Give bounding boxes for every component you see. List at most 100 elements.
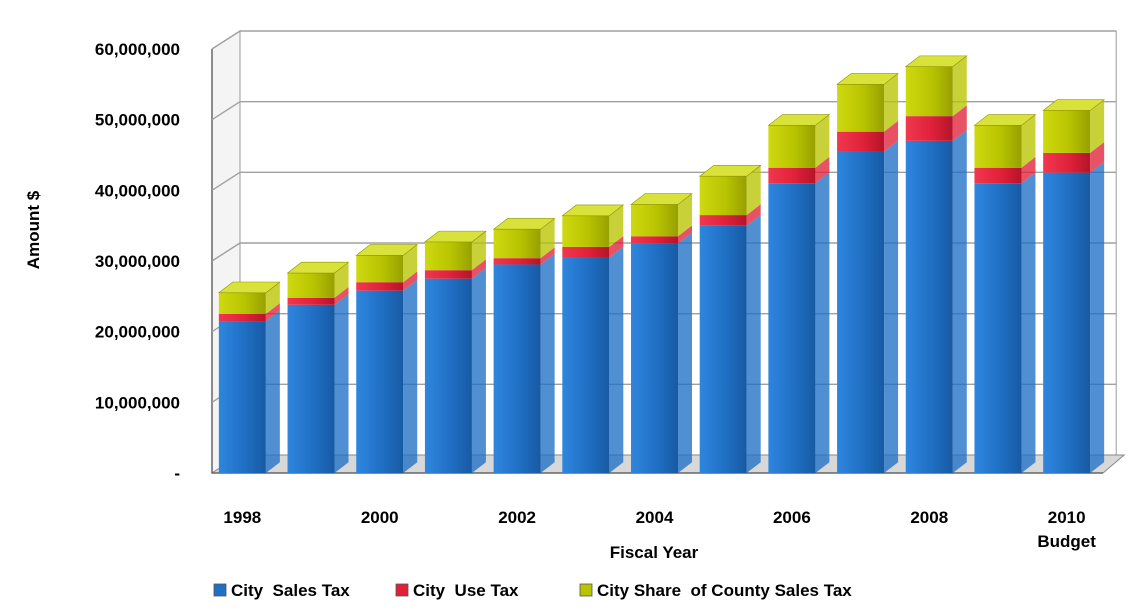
bar-top-face [355, 244, 419, 256]
bar-2003-city-use-tax [562, 236, 624, 258]
bar-2007-city-use-tax [837, 120, 899, 152]
bar-2004-city-share-of-county-sales-tax [630, 193, 693, 237]
bar-side-face [952, 105, 967, 141]
bar-front-face [837, 131, 885, 152]
y-tick-label: 60,000,000 [95, 40, 180, 59]
bar-top-face [698, 165, 762, 177]
x-axis-label: Fiscal Year [610, 543, 699, 562]
bar-front-face [905, 140, 953, 473]
gridline [211, 30, 1117, 50]
bar-2002-city-sales-tax [493, 253, 555, 473]
legend-swatch [579, 583, 593, 597]
x-tick-label: 2010 [1048, 508, 1086, 527]
bar-side-face [952, 130, 967, 474]
bar-2003-city-sales-tax [562, 246, 624, 473]
legend-label: City Share of County Sales Tax [597, 581, 852, 600]
bar-front-face [837, 84, 885, 132]
bar-2006-city-use-tax [768, 156, 830, 184]
x-tick-label: 2008 [910, 508, 948, 527]
bar-front-face [974, 183, 1022, 473]
legend: City Sales Tax City Use Tax City Share of … [213, 581, 852, 600]
bar-1999-city-use-tax [287, 286, 349, 305]
bar-2010-city-use-tax [1043, 142, 1105, 173]
bar-front-face [218, 314, 266, 322]
y-tick-label: 20,000,000 [95, 323, 180, 342]
bar-side-face [540, 253, 555, 473]
bar-top-face [217, 281, 281, 294]
bar-2009-city-share-of-county-sales-tax [973, 114, 1037, 168]
bar-side-face [815, 156, 830, 184]
bar-side-face [815, 114, 830, 168]
bar-front-face [699, 215, 747, 226]
bar-1999-city-share-of-county-sales-tax [286, 261, 350, 298]
bar-side-face [678, 193, 692, 237]
y-tick-label: 40,000,000 [95, 181, 180, 200]
bar-side-face [678, 225, 692, 244]
bar-2008-city-use-tax [905, 105, 967, 141]
bar-front-face [287, 273, 335, 298]
bar-side-face [334, 286, 349, 305]
x-tick-label: 2000 [361, 508, 399, 527]
bar-2006-city-share-of-county-sales-tax [767, 114, 831, 168]
bar-2009-city-sales-tax [974, 172, 1036, 473]
bar-side-face [265, 310, 280, 473]
x-tick-label: 1998 [223, 508, 261, 527]
bar-stack-1998 [217, 281, 281, 473]
bar-1998-city-share-of-county-sales-tax [217, 281, 281, 314]
bar-front-face [356, 282, 404, 291]
x-tick-label: 2004 [636, 508, 674, 527]
bar-side-face [403, 271, 418, 291]
bar-top-face [424, 230, 487, 243]
bar-side-face [334, 262, 349, 298]
bar-front-face [699, 225, 747, 473]
bar-side-face [471, 267, 486, 473]
bar-front-face [768, 125, 816, 168]
bar-2008-city-sales-tax [905, 130, 967, 474]
y-tick-label: - [174, 464, 180, 483]
bar-front-face [768, 167, 816, 184]
bar-front-face [424, 270, 472, 279]
bar-side-face [884, 120, 899, 152]
bar-2007-city-share-of-county-sales-tax [836, 73, 899, 132]
bar-2003-city-share-of-county-sales-tax [561, 204, 625, 247]
bar-front-face [562, 257, 610, 473]
bar-stack-2001 [424, 230, 487, 473]
bar-side-face [1090, 142, 1105, 173]
bar-2004-city-sales-tax [631, 232, 692, 473]
bar-side-face [884, 140, 899, 473]
bar-side-face [815, 172, 830, 473]
bar-side-face [471, 259, 486, 279]
bar-2000-city-sales-tax [356, 279, 418, 473]
bar-side-face [540, 218, 555, 259]
legend-label: City Sales Tax [231, 581, 350, 600]
bar-top-face [767, 114, 831, 126]
x-tick-label: 2002 [498, 508, 536, 527]
y-tick-label: 30,000,000 [95, 252, 180, 271]
bar-2000-city-share-of-county-sales-tax [355, 244, 419, 283]
bar-side-face [884, 73, 899, 132]
bar-front-face [424, 278, 472, 473]
bar-2004-city-use-tax [631, 225, 692, 244]
bar-side-face [1090, 99, 1105, 153]
bar-2001-city-sales-tax [424, 267, 486, 473]
bar-front-face [1043, 152, 1091, 173]
bar-stack-2007 [836, 73, 899, 473]
bar-2010-city-sales-tax [1043, 161, 1105, 473]
bar-2008-city-share-of-county-sales-tax [904, 55, 968, 117]
bar-2002-city-use-tax [493, 247, 555, 265]
bar-2001-city-use-tax [424, 259, 486, 279]
y-tick-label: 50,000,000 [95, 111, 180, 130]
bar-2000-city-use-tax [356, 271, 418, 291]
bar-front-face [356, 255, 404, 283]
bar-side-face [609, 204, 624, 247]
x-axis-ticks: 1998 2000 2002 2004 2006 2008 2010 Budget [223, 508, 1096, 551]
bar-1998-city-sales-tax [218, 310, 280, 473]
bar-2001-city-share-of-county-sales-tax [424, 230, 487, 271]
legend-label: City Use Tax [413, 581, 519, 600]
bar-side-face [1090, 161, 1105, 473]
bar-stack-2003 [561, 204, 625, 473]
bar-stack-2010 [1042, 99, 1106, 473]
bar-front-face [218, 321, 266, 473]
bar-front-face [493, 258, 541, 265]
